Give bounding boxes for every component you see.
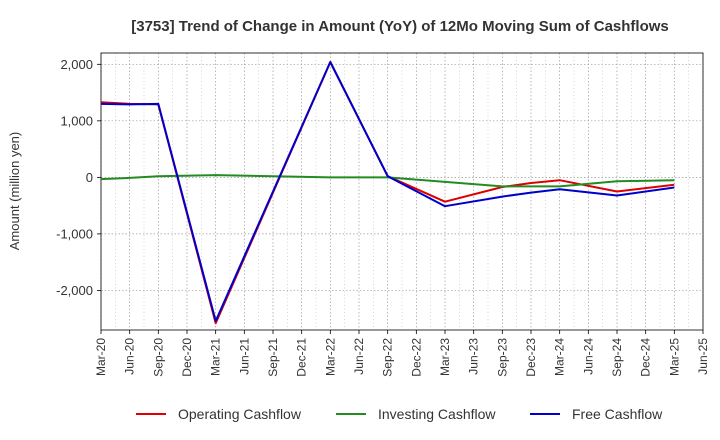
x-tick-label: Jun-21 [237, 338, 251, 375]
y-tick-label: 1,000 [60, 113, 93, 128]
y-tick-label: 0 [86, 170, 93, 185]
series-line-free-cashflow [100, 61, 675, 322]
x-tick-label: Mar-22 [323, 338, 337, 376]
legend-label: Free Cashflow [572, 406, 663, 422]
x-tick-label: Sep-22 [381, 338, 395, 377]
x-tick-label: Dec-21 [295, 338, 309, 377]
x-tick-label: Sep-20 [151, 338, 165, 377]
x-tick-label: Dec-23 [524, 338, 538, 377]
x-axis-ticks: Mar-20 Jun-20 Sep-20 Dec-20 Mar-21 Jun-21 Sep-… [94, 330, 710, 377]
series-lines [100, 61, 675, 325]
grid [100, 53, 704, 330]
series-line-investing-cashflow [100, 174, 675, 188]
x-tick-label: Jun-20 [123, 338, 137, 375]
x-tick-label: Jun-25 [696, 338, 710, 375]
x-tick-label: Mar-21 [209, 338, 223, 376]
x-tick-label: Dec-22 [409, 338, 423, 377]
x-tick-label: Sep-21 [266, 338, 280, 377]
legend-label: Investing Cashflow [378, 406, 496, 422]
x-tick-label: Mar-24 [553, 338, 567, 376]
x-tick-label: Mar-23 [438, 338, 452, 376]
x-tick-label: Mar-25 [667, 338, 681, 376]
chart-title: [3753] Trend of Change in Amount (YoY) o… [131, 18, 669, 35]
y-axis-ticks: 2,000 1,000 0 -1,000 -2,000 [56, 57, 101, 298]
x-tick-label: Jun-22 [352, 338, 366, 375]
plot-frame [100, 52, 704, 331]
x-tick-label: Jun-24 [581, 338, 595, 375]
y-axis-label: Amount (million yen) [7, 132, 22, 251]
x-tick-label: Dec-20 [180, 338, 194, 377]
x-tick-label: Jun-23 [467, 338, 481, 375]
legend-label: Operating Cashflow [178, 406, 302, 422]
x-tick-label: Mar-20 [94, 338, 108, 376]
y-tick-label: -1,000 [56, 226, 93, 241]
y-tick-label: 2,000 [60, 57, 93, 72]
y-tick-label: -2,000 [56, 283, 93, 298]
x-tick-label: Dec-24 [639, 338, 653, 377]
legend: Operating Cashflow Investing Cashflow Free… [136, 406, 663, 422]
x-tick-label: Sep-23 [495, 338, 509, 377]
x-tick-label: Sep-24 [610, 338, 624, 377]
